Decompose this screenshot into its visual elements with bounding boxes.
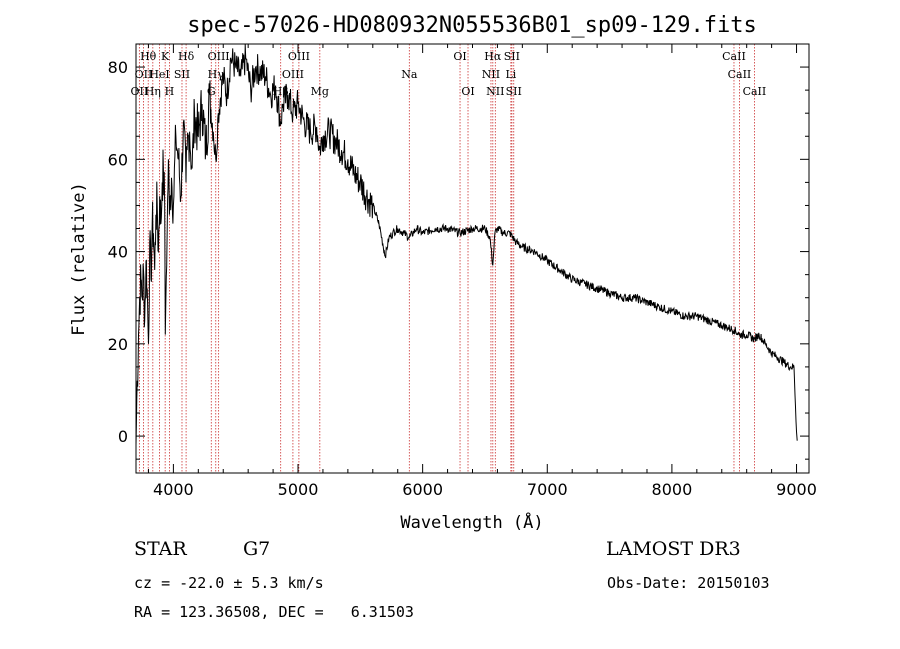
y-tick-label: 20 [108, 335, 128, 354]
line-label-3: Hη [145, 85, 161, 98]
x-tick-label: 6000 [402, 480, 443, 499]
y-tick-label: 60 [108, 150, 128, 169]
y-tick-label: 0 [118, 427, 128, 446]
object-type: STAR [134, 538, 187, 560]
line-label-2: Hθ [140, 50, 157, 63]
line-label-1: OII [135, 68, 153, 81]
line-label-24: SII [506, 85, 522, 98]
line-label-11: OIII [208, 50, 230, 63]
y-tick-label: 40 [108, 243, 128, 262]
x-tick-label: 9000 [776, 480, 817, 499]
y-axis-ticks: 0 20 40 60 80 [108, 43, 809, 460]
x-axis-ticks: 4000 5000 6000 7000 8000 9000 [147, 44, 817, 499]
line-label-22: Li [505, 68, 516, 81]
coordinates: RA = 123.36508, DEC = 6.31503 [134, 603, 414, 621]
line-label-25: CaII [722, 50, 746, 63]
x-tick-label: 4000 [153, 480, 194, 499]
redshift-value: cz = -22.0 ± 5.3 km/s [134, 574, 324, 592]
line-label-16: Na [401, 68, 418, 81]
plot-frame [135, 43, 810, 474]
object-subclass: G7 [243, 538, 271, 560]
line-label-8: Hδ [178, 50, 195, 63]
line-label-14: OIII [288, 50, 310, 63]
line-label-0: OII [131, 85, 149, 98]
line-label-17: OI [453, 50, 466, 63]
chart-title: spec-57026-HD080932N055536B01_sp09-129.f… [187, 13, 757, 38]
y-tick-label: 80 [108, 58, 128, 77]
x-tick-label: 8000 [652, 480, 693, 499]
line-label-18: OI [461, 85, 474, 98]
obs-date: Obs-Date: 20150103 [607, 574, 770, 592]
spectral-line-markers [138, 44, 755, 473]
line-label-26: CaII [728, 68, 752, 81]
line-label-4: HeI [149, 68, 169, 81]
line-label-6: H [165, 85, 175, 98]
line-label-21: NII [486, 85, 504, 98]
spectrum-line [135, 44, 798, 446]
line-label-19: NII [482, 68, 500, 81]
x-tick-label: 5000 [278, 480, 319, 499]
line-label-5: K [161, 50, 170, 63]
line-label-23: SII [504, 50, 520, 63]
line-label-15: Mg [311, 85, 329, 98]
x-axis-label: Wavelength (Å) [400, 511, 543, 533]
x-tick-label: 7000 [527, 480, 568, 499]
y-axis-label: Flux (relative) [69, 182, 89, 336]
survey-name: LAMOST DR3 [606, 538, 741, 560]
line-label-7: SII [174, 68, 190, 81]
line-label-9: G [207, 85, 216, 98]
line-label-20: Hα [484, 50, 502, 63]
line-label-10: Hγ [208, 68, 225, 81]
line-label-13: OIII [282, 68, 304, 81]
line-label-27: CaII [743, 85, 767, 98]
spectral-line-labels: OIIOIIHθHηHeIKHSIIHδGHγOIIIHβOIIIOIIIMgN… [131, 50, 767, 98]
